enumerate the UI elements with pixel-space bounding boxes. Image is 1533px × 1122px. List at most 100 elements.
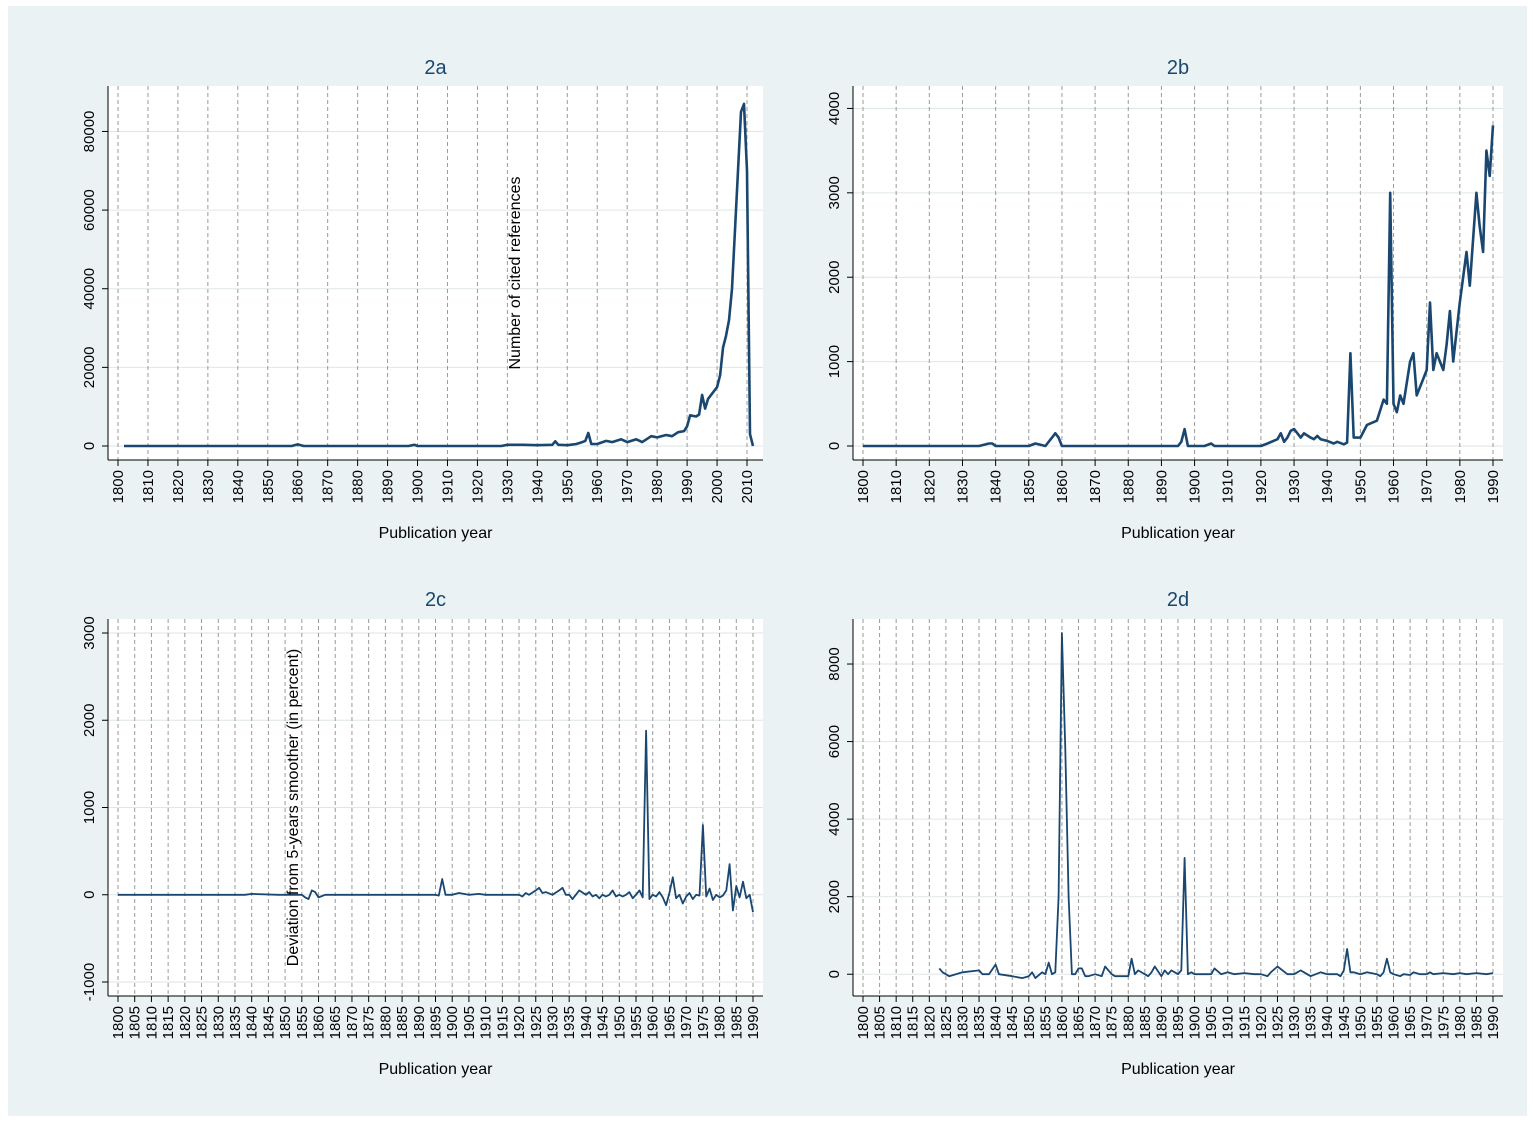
- x-tick-label: 1980: [1452, 470, 1469, 503]
- x-tick-label: 1870: [1087, 470, 1104, 503]
- x-tick-label: 1960: [1386, 470, 1403, 503]
- x-tick-label: 1940: [529, 470, 546, 503]
- chart-panel-2d: 0 2000 4000 6000 8000 1800 1805 1810 1815 1820 182…: [826, 589, 1503, 1078]
- x-tick-label: 1845: [1004, 1006, 1021, 1039]
- x-tick-label: 1855: [1037, 1006, 1054, 1039]
- y-tick-label: 2000: [826, 261, 843, 294]
- plot-area: [853, 619, 1503, 996]
- x-tick-label: 1905: [461, 1006, 478, 1039]
- x-tick-label: 1850: [260, 470, 277, 503]
- y-tick-label: 2000: [826, 880, 843, 913]
- x-tick-label: 1970: [619, 470, 636, 503]
- x-tick-label: 1960: [645, 1006, 662, 1039]
- x-tick-label: 1940: [1319, 470, 1336, 503]
- y-tick-label: 60000: [81, 189, 98, 231]
- x-tick-label: 1800: [110, 1006, 127, 1039]
- x-tick-label: 1940: [1319, 1006, 1336, 1039]
- x-tick-label: 1930: [544, 1006, 561, 1039]
- y-tick-label: 3000: [81, 616, 98, 649]
- y-tick-label: 6000: [826, 725, 843, 758]
- x-tick-label: 1860: [290, 470, 307, 503]
- y-tick-label: 0: [81, 442, 98, 450]
- x-tick-label: 1810: [888, 1006, 905, 1039]
- x-tick-label: 1990: [1485, 1006, 1502, 1039]
- x-tick-label: 1905: [1203, 1006, 1220, 1039]
- x-tick-label: 1810: [888, 470, 905, 503]
- x-tick-label: 1880: [377, 1006, 394, 1039]
- y-tick-label: -1000: [81, 963, 98, 1001]
- y-tick-label: 3000: [826, 176, 843, 209]
- x-tick-label: 1985: [1468, 1006, 1485, 1039]
- x-tick-label: 1930: [1286, 470, 1303, 503]
- x-tick-label: 1920: [1253, 1006, 1270, 1039]
- x-tick-label: 1875: [1104, 1006, 1121, 1039]
- x-tick-label: 1850: [1021, 1006, 1038, 1039]
- y-tick-label: 4000: [826, 802, 843, 835]
- x-tick-label: 1880: [1120, 1006, 1137, 1039]
- x-tick-label: 1900: [410, 470, 427, 503]
- x-tick-label: 1815: [160, 1006, 177, 1039]
- x-tick-label: 1890: [380, 470, 397, 503]
- x-tick-label: 1870: [344, 1006, 361, 1039]
- x-tick-label: 1925: [528, 1006, 545, 1039]
- x-tick-label: 1820: [170, 470, 187, 503]
- x-tick-label: 1915: [1236, 1006, 1253, 1039]
- x-tick-label: 1830: [954, 470, 971, 503]
- x-tick-label: 1885: [1137, 1006, 1154, 1039]
- x-tick-label: 1930: [1286, 1006, 1303, 1039]
- y-tick-label: 8000: [826, 647, 843, 680]
- y-tick-label: 0: [826, 970, 843, 978]
- series-line: [124, 102, 755, 448]
- x-tick-label: 1910: [478, 1006, 495, 1039]
- x-tick-label: 1900: [444, 1006, 461, 1039]
- x-tick-label: 1800: [110, 470, 127, 503]
- x-tick-label: 1970: [1419, 470, 1436, 503]
- x-tick-label: 1805: [127, 1006, 144, 1039]
- x-tick-label: 1990: [1485, 470, 1502, 503]
- x-tick-label: 1860: [311, 1006, 328, 1039]
- x-tick-label: 1865: [1071, 1006, 1088, 1039]
- y-tick-label: 20000: [81, 347, 98, 389]
- panel-title: 2b: [1167, 57, 1189, 79]
- x-tick-label: 1920: [1253, 470, 1270, 503]
- x-tick-label: 1915: [494, 1006, 511, 1039]
- x-tick-label: 1860: [1054, 1006, 1071, 1039]
- x-tick-label: 1865: [327, 1006, 344, 1039]
- x-tick-label: 1835: [971, 1006, 988, 1039]
- x-tick-label: 1935: [561, 1006, 578, 1039]
- x-tick-label: 1850: [277, 1006, 294, 1039]
- x-tick-label: 1955: [1369, 1006, 1386, 1039]
- x-axis-label: Publication year: [379, 525, 494, 542]
- series-line: [118, 729, 754, 913]
- x-tick-label: 1885: [394, 1006, 411, 1039]
- chart-panel-2b: 0 1000 2000 3000 4000 1800 1810 1820 1830 1840 185…: [826, 57, 1503, 542]
- x-tick-label: 1930: [499, 470, 516, 503]
- x-tick-label: 1920: [511, 1006, 528, 1039]
- x-tick-label: 1975: [695, 1006, 712, 1039]
- x-tick-label: 1830: [210, 1006, 227, 1039]
- x-tick-label: 1900: [1187, 1006, 1204, 1039]
- x-tick-label: 1870: [320, 470, 337, 503]
- y-axis-label: Deviation from 5-years smoother (in perc…: [285, 649, 302, 966]
- panel-title: 2d: [1167, 589, 1189, 611]
- x-tick-label: 1895: [1170, 1006, 1187, 1039]
- x-tick-label: 1840: [988, 1006, 1005, 1039]
- x-tick-label: 1990: [745, 1006, 762, 1039]
- x-tick-label: 1970: [678, 1006, 695, 1039]
- y-tick-label: 40000: [81, 268, 98, 310]
- x-tick-label: 1990: [679, 470, 696, 503]
- x-tick-label: 1820: [921, 1006, 938, 1039]
- x-tick-label: 1920: [469, 470, 486, 503]
- x-tick-label: 1945: [1336, 1006, 1353, 1039]
- x-tick-label: 1825: [194, 1006, 211, 1039]
- x-axis-label: Publication year: [1121, 1061, 1236, 1078]
- x-tick-label: 1810: [143, 1006, 160, 1039]
- x-tick-label: 1975: [1435, 1006, 1452, 1039]
- x-axis-label: Publication year: [379, 1061, 494, 1078]
- series-line: [938, 632, 1494, 979]
- x-tick-label: 1980: [712, 1006, 729, 1039]
- x-tick-label: 1980: [1452, 1006, 1469, 1039]
- x-tick-label: 1850: [1021, 470, 1038, 503]
- x-tick-label: 1880: [350, 470, 367, 503]
